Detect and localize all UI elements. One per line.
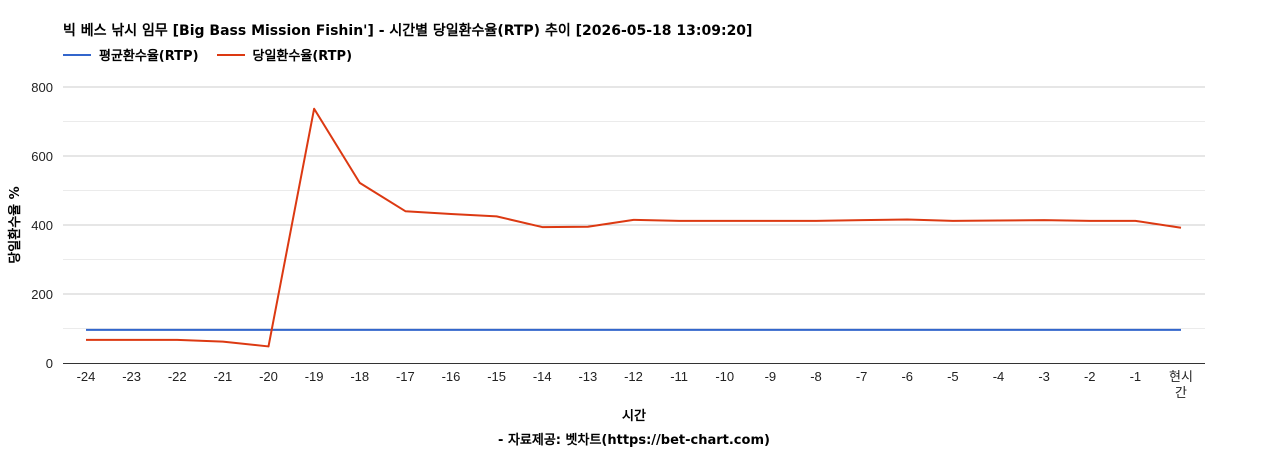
y-tick-label: 800	[31, 80, 53, 95]
y-axis-title: 당일환수율 %	[7, 186, 23, 263]
x-tick-label: -23	[122, 369, 141, 384]
x-tick-label: -10	[715, 369, 734, 384]
x-tick-label: -6	[901, 369, 913, 384]
series-line-daily-rtp	[86, 107, 1182, 348]
x-tick-label: -24	[77, 369, 96, 384]
x-tick-label: -3	[1038, 369, 1050, 384]
legend-label-average-rtp: 평균환수율(RTP)	[99, 49, 199, 64]
x-tick-label: -22	[168, 369, 187, 384]
x-tick-label: 현시 간	[1169, 369, 1193, 400]
x-tick-label: -9	[765, 369, 777, 384]
legend: 평균환수율(RTP) 당일환수율(RTP)	[63, 45, 370, 64]
x-axis-title: 시간	[622, 408, 646, 424]
legend-swatch-average-rtp	[63, 53, 91, 56]
x-tick-label: -7	[856, 369, 868, 384]
y-tick-label: 600	[31, 149, 53, 164]
x-tick-label: -18	[350, 369, 369, 384]
x-tick-label: -1	[1130, 369, 1142, 384]
x-tick-label: -8	[810, 369, 822, 384]
x-tick-label: -13	[578, 369, 597, 384]
x-tick-label: -5	[947, 369, 959, 384]
x-axis-ticks: -24 -23 -22 -21 -20 -19 -18 -17 -16 -15 -14 -13 -12 -…	[77, 369, 1193, 400]
y-tick-label: 0	[46, 356, 53, 371]
x-tick-label: -11	[670, 369, 688, 384]
x-tick-label: -16	[442, 369, 461, 384]
x-tick-label: -20	[259, 369, 278, 384]
y-tick-label: 400	[31, 218, 53, 233]
series-lines	[86, 107, 1182, 348]
legend-item-daily-rtp[interactable]: 당일환수율(RTP)	[216, 45, 353, 64]
legend-item-average-rtp[interactable]: 평균환수율(RTP)	[63, 45, 199, 64]
y-tick-label: 200	[31, 287, 53, 302]
x-tick-label: -12	[624, 369, 643, 384]
x-tick-label: -4	[993, 369, 1005, 384]
x-tick-label: -14	[533, 369, 552, 384]
chart-title: 빅 베스 낚시 임무 [Big Bass Mission Fishin'] - …	[63, 23, 753, 39]
y-axis-ticks: 0 200 400 600 800	[31, 80, 53, 371]
x-tick-label: -2	[1084, 369, 1096, 384]
x-tick-label: -19	[305, 369, 324, 384]
legend-label-daily-rtp: 당일환수율(RTP)	[252, 49, 353, 64]
data-source-credit: - 자료제공: 벳차트(https://bet-chart.com)	[498, 433, 770, 448]
gridlines	[63, 86, 1205, 329]
x-tick-label: -15	[487, 369, 506, 384]
x-tick-label: -21	[213, 369, 232, 384]
legend-swatch-daily-rtp	[216, 53, 245, 56]
x-tick-label: -17	[396, 369, 415, 384]
